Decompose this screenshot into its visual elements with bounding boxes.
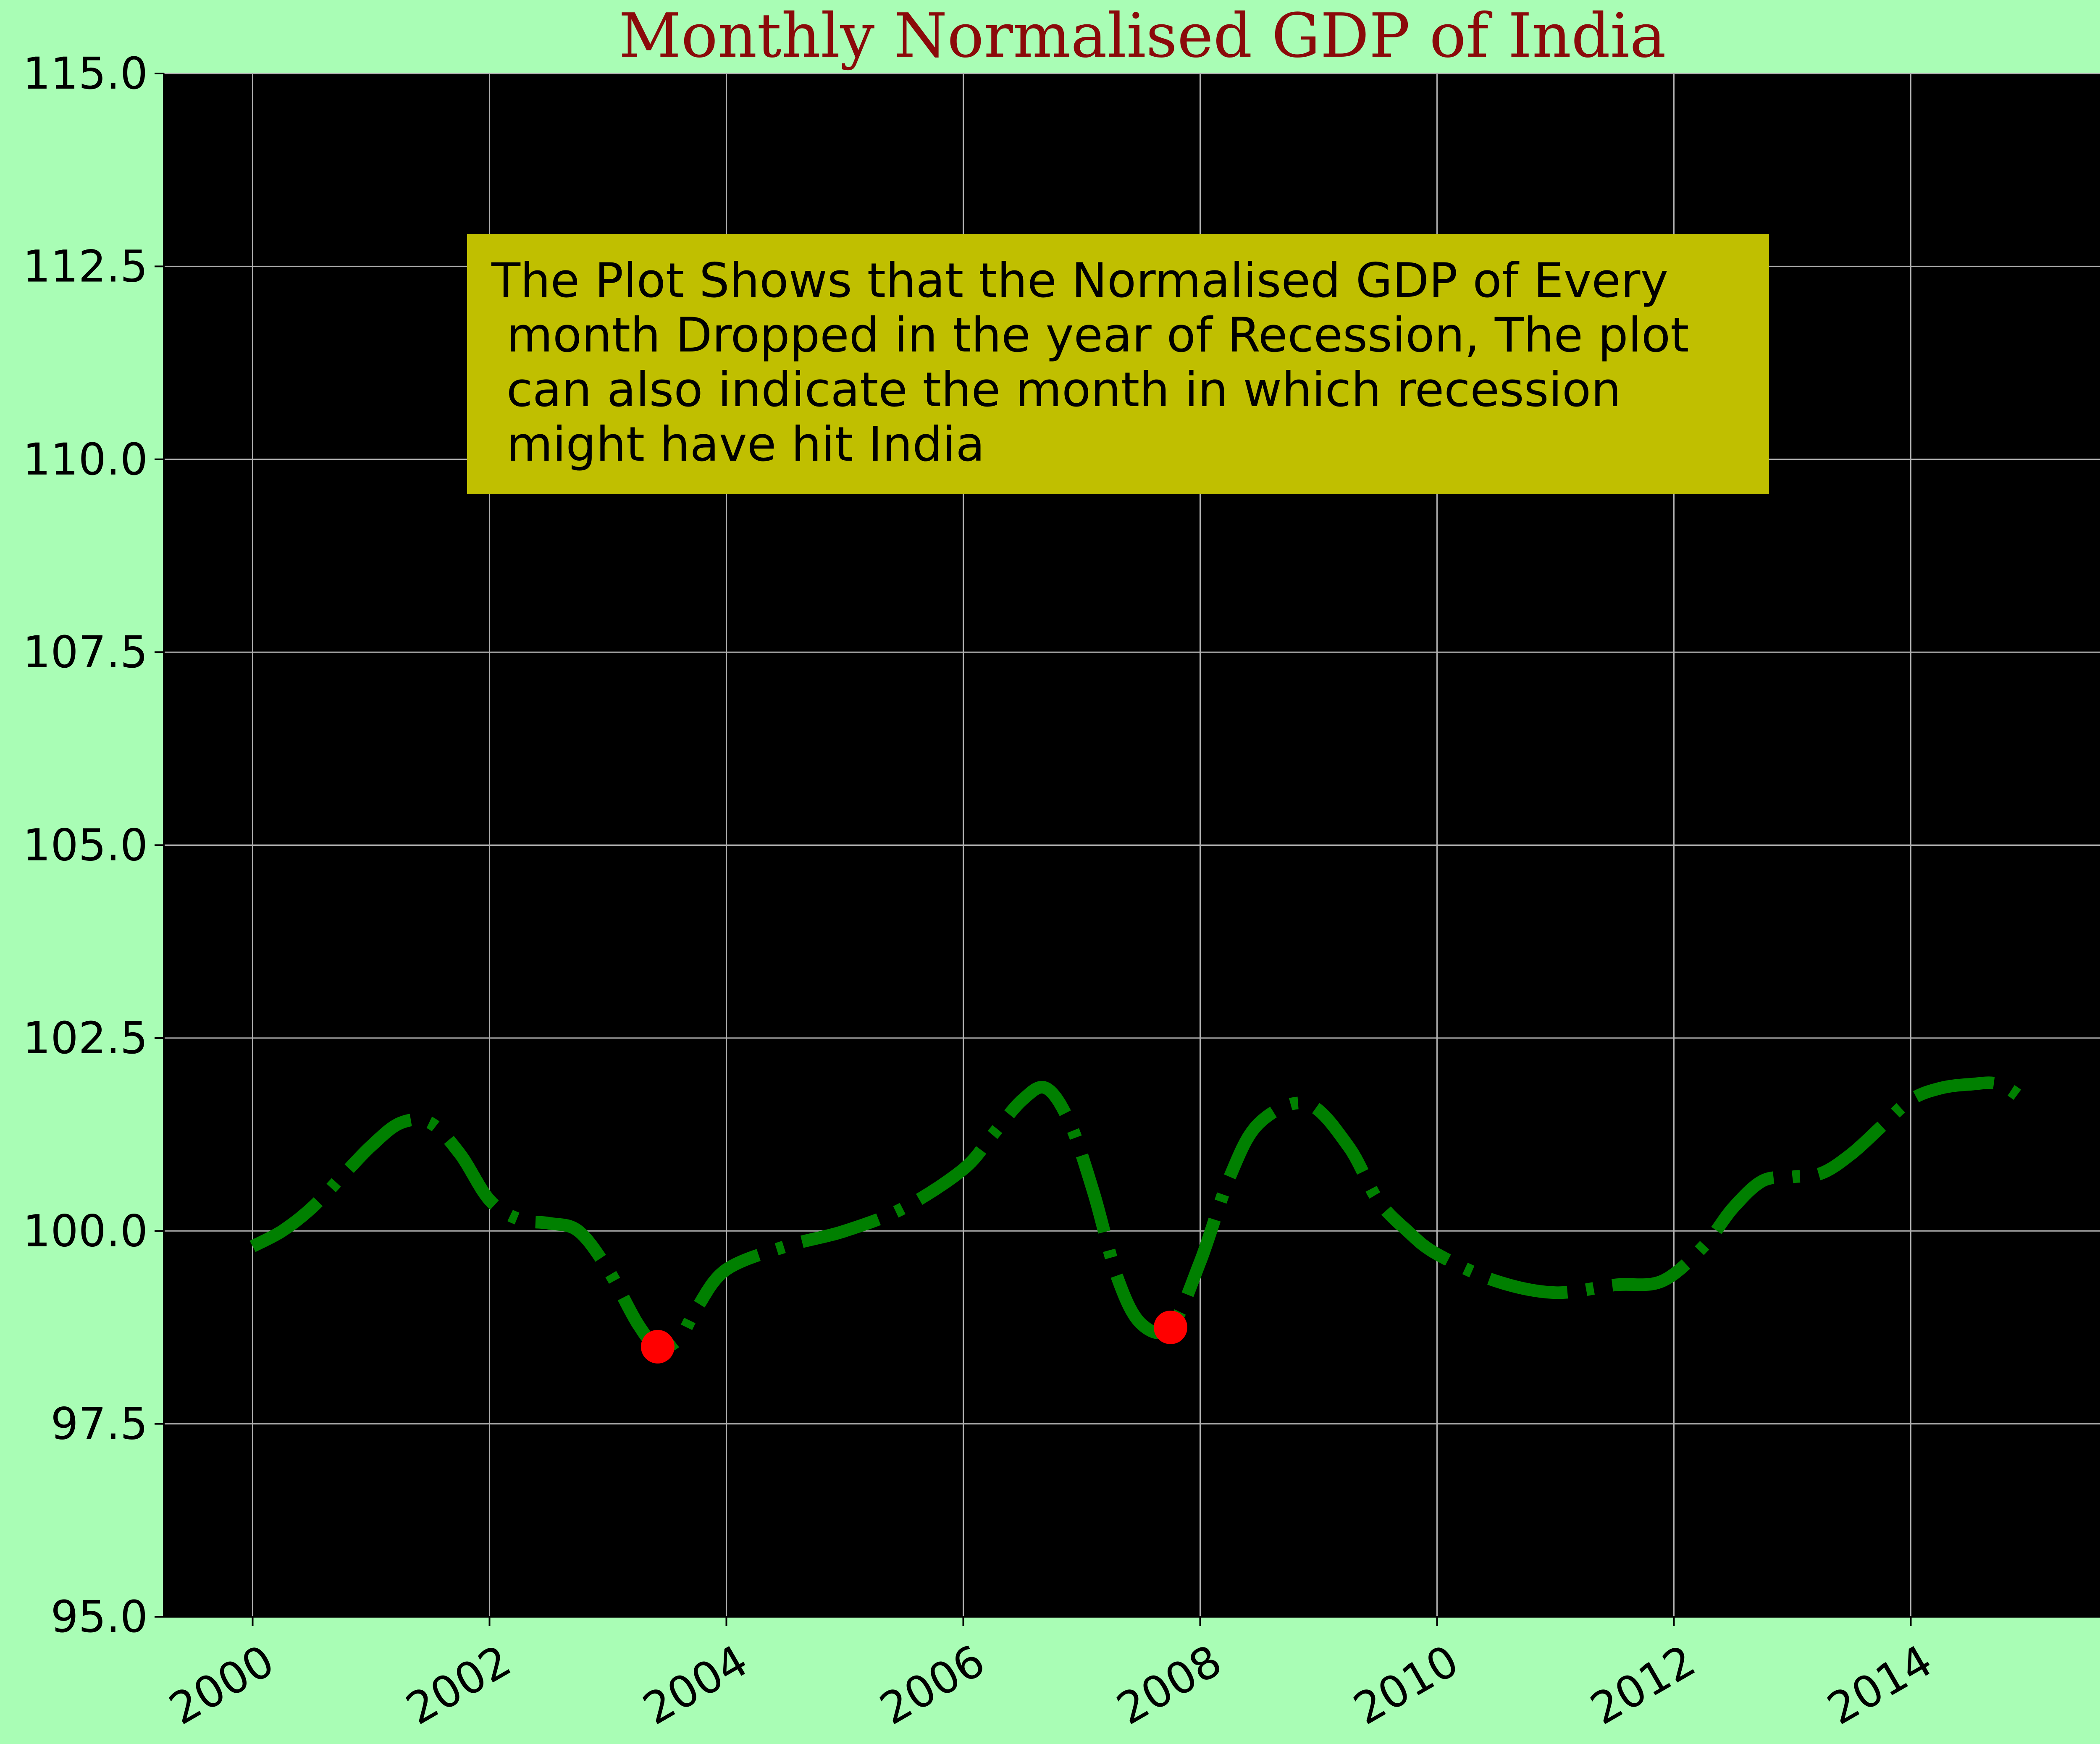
annotation-line: The Plot Shows that the Normalised GDP o… <box>491 253 1668 308</box>
annotation-line: can also indicate the month in which rec… <box>491 362 1621 417</box>
series-layer <box>249 1076 2033 1354</box>
y-tick-label: 100.0 <box>23 1205 148 1256</box>
chart-title: Monthly Normalised GDP of India <box>619 0 1666 71</box>
y-tick-label: 105.0 <box>23 820 148 871</box>
y-tick-label: 107.5 <box>23 627 148 678</box>
annotation-line: month Dropped in the year of Recession, … <box>491 307 1689 363</box>
y-tick-label: 102.5 <box>23 1012 148 1064</box>
recession-point <box>1154 1310 1187 1344</box>
y-tick-label: 115.0 <box>23 48 148 99</box>
y-tick-label: 97.5 <box>50 1398 148 1450</box>
annotation-line: might have hit India <box>491 417 985 472</box>
highlight-layer <box>640 1310 1187 1364</box>
recession-point <box>640 1330 675 1364</box>
annotation: The Plot Shows that the Normalised GDP o… <box>467 234 1769 494</box>
y-tick-label: 110.0 <box>23 434 148 485</box>
annotation-text: The Plot Shows that the Normalised GDP o… <box>491 253 1689 472</box>
y-tick-label: 112.5 <box>23 241 148 292</box>
series-line <box>249 1076 2033 1354</box>
y-tick-label: 95.0 <box>50 1591 148 1642</box>
annotation-box <box>467 234 1769 494</box>
